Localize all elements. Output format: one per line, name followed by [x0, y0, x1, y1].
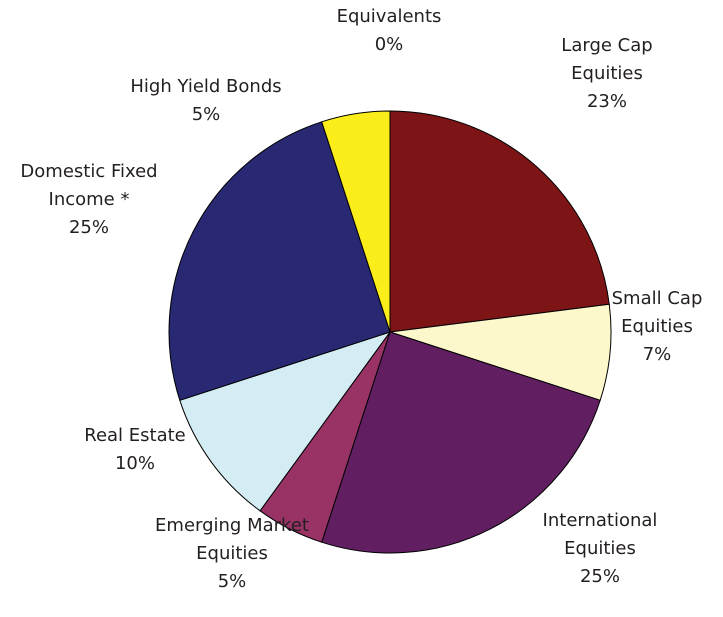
slice-value-label: 25% — [69, 217, 109, 238]
pie-labels: Large Cap Equities 23% Small Cap Equities 7% I… — [20, 0, 703, 592]
slice-label-real-estate: Real Estate 10% — [84, 425, 186, 474]
pie-slice-large-cap-equities — [389, 110, 610, 333]
slice-value-label: 10% — [115, 453, 155, 474]
slice-name-line: Equities — [571, 63, 643, 84]
slice-label-large-cap-equities: Large Cap Equities 23% — [561, 35, 652, 112]
slice-name-line: International — [543, 510, 658, 531]
slice-name-line: Equities — [621, 316, 693, 337]
slice-label-international-equities: International Equities 25% — [543, 510, 658, 587]
pie-slice-domestic-fixed-income — [168, 121, 391, 401]
slice-name-line: Large Cap — [561, 35, 652, 56]
pie-slice-international-equities — [321, 331, 601, 554]
slice-name-line: Small Cap — [612, 288, 703, 309]
slice-value-label: 0% — [375, 34, 404, 55]
slice-name-line: High Yield Bonds — [130, 76, 281, 97]
slice-name-line: Equities — [196, 543, 268, 564]
slice-label-small-cap-equities: Small Cap Equities 7% — [612, 288, 703, 365]
pie-slice-real-estate — [179, 331, 391, 512]
slice-value-label: 5% — [218, 571, 247, 592]
slice-value-label: 23% — [587, 91, 627, 112]
slice-value-label: 25% — [580, 566, 620, 587]
slice-value-label: 5% — [192, 104, 221, 125]
slice-value-label: 7% — [643, 344, 672, 365]
slice-name-line: Income * — [49, 189, 130, 210]
slice-name-line: Real Estate — [84, 425, 186, 446]
slice-label-domestic-fixed-income: Domestic Fixed Income * 25% — [20, 161, 157, 238]
pie-slices — [168, 110, 612, 554]
slice-name-line: Emerging Market — [155, 515, 309, 536]
slice-name-line: Domestic Fixed — [20, 161, 157, 182]
slice-name-line: Equities — [564, 538, 636, 559]
slice-label-high-yield-bonds: High Yield Bonds 5% — [130, 76, 281, 125]
slice-label-emerging-market-equities: Emerging Market Equities 5% — [155, 515, 309, 592]
pie-slice-high-yield-bonds — [321, 110, 391, 333]
slice-name-line: Equivalents — [337, 6, 442, 27]
